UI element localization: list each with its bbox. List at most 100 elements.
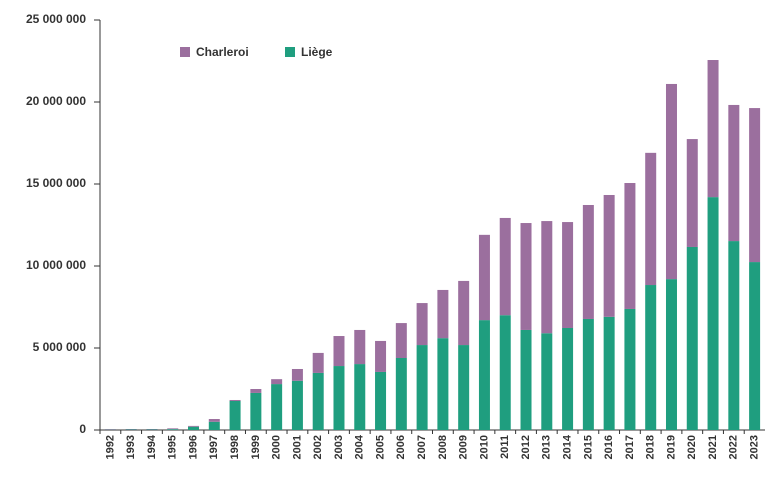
bar-segment (562, 222, 573, 328)
bar-segment (583, 205, 594, 319)
bar-segment (458, 345, 469, 430)
bar-segment (541, 221, 552, 333)
x-tick-label: 2000 (271, 435, 283, 459)
x-tick-label: 2019 (665, 435, 677, 459)
x-tick-label: 1996 (187, 435, 199, 459)
bar-segment (541, 333, 552, 430)
bar-segment (479, 235, 490, 320)
x-tick-label: 1995 (167, 435, 179, 459)
bar-segment (396, 323, 407, 358)
bar-segment (687, 247, 698, 430)
bar-segment (500, 315, 511, 430)
bar-segment (209, 419, 220, 422)
x-tick-label: 1992 (104, 435, 116, 459)
bar-segment (333, 336, 344, 366)
bar-segment (583, 319, 594, 430)
x-tick-label: 2010 (478, 435, 490, 459)
x-tick-label: 1994 (146, 434, 158, 459)
x-tick-label: 1999 (250, 435, 262, 459)
x-tick-label: 2020 (686, 435, 698, 459)
bar-segment (708, 60, 719, 197)
x-tick-label: 2008 (437, 435, 449, 459)
bar-segment (188, 426, 199, 427)
bar-segment (271, 384, 282, 430)
bar-segment (167, 428, 178, 429)
bar-segment (292, 369, 303, 381)
legend-label: Charleroi (196, 45, 249, 59)
bar-segment (188, 427, 199, 430)
y-tick-label: 5 000 000 (33, 340, 87, 354)
legend-label: Liège (301, 45, 333, 59)
y-tick-label: 20 000 000 (26, 94, 86, 108)
bar-segment (250, 389, 261, 393)
bar-segment (624, 183, 635, 309)
bar-segment (396, 358, 407, 430)
bar-segment (458, 281, 469, 345)
x-tick-label: 2001 (291, 435, 303, 459)
bar-segment (666, 84, 677, 279)
bar-segment (624, 309, 635, 430)
x-tick-label: 2004 (354, 434, 366, 459)
bar-segment (375, 341, 386, 372)
legend-swatch (180, 47, 190, 57)
bar-segment (417, 345, 428, 430)
y-tick-label: 15 000 000 (26, 176, 86, 190)
x-tick-label: 2015 (582, 435, 594, 459)
bar-segment (292, 381, 303, 430)
x-tick-label: 2018 (645, 435, 657, 459)
bar-segment (666, 279, 677, 430)
bar-segment (375, 372, 386, 430)
bar-segment (354, 364, 365, 430)
x-tick-label: 2023 (749, 435, 761, 459)
x-tick-label: 2003 (333, 435, 345, 459)
x-tick-label: 2012 (520, 435, 532, 459)
bar-segment (728, 241, 739, 430)
bar-segment (354, 330, 365, 364)
x-tick-label: 2007 (416, 435, 428, 459)
y-tick-label: 0 (79, 422, 86, 436)
x-tick-label: 1993 (125, 435, 137, 459)
legend-swatch (285, 47, 295, 57)
bar-segment (749, 262, 760, 430)
x-tick-label: 2014 (561, 434, 573, 459)
bar-segment (604, 317, 615, 430)
bar-segment (417, 303, 428, 345)
bar-segment (728, 105, 739, 241)
y-tick-label: 10 000 000 (26, 258, 86, 272)
x-tick-label: 2005 (374, 435, 386, 459)
x-tick-label: 2013 (541, 435, 553, 459)
bar-segment (479, 320, 490, 430)
x-tick-label: 2002 (312, 435, 324, 459)
bar-segment (749, 108, 760, 262)
bar-segment (521, 223, 532, 330)
bar-segment (521, 330, 532, 430)
bar-segment (167, 429, 178, 430)
bar-segment (333, 366, 344, 430)
bar-segment (230, 401, 241, 430)
x-tick-label: 2016 (603, 435, 615, 459)
x-tick-label: 1997 (208, 435, 220, 459)
bar-segment (645, 285, 656, 430)
bar-segment (708, 197, 719, 430)
bar-segment (271, 379, 282, 384)
bar-segment (209, 422, 220, 430)
bar-segment (645, 153, 656, 285)
x-tick-label: 2022 (728, 435, 740, 459)
bar-segment (604, 195, 615, 317)
bar-segment (313, 373, 324, 430)
bar-segment (250, 393, 261, 430)
bar-segment (687, 139, 698, 247)
bar-segment (562, 328, 573, 430)
bar-segment (437, 290, 448, 338)
x-tick-label: 2011 (499, 435, 511, 459)
bar-segment (437, 338, 448, 430)
x-tick-label: 2006 (395, 435, 407, 459)
x-tick-label: 2021 (707, 435, 719, 459)
bar-segment (313, 353, 324, 373)
x-tick-label: 1998 (229, 435, 241, 459)
y-tick-label: 25 000 000 (26, 12, 86, 26)
bar-segment (500, 218, 511, 315)
bar-segment (230, 400, 241, 401)
x-tick-label: 2009 (458, 435, 470, 459)
